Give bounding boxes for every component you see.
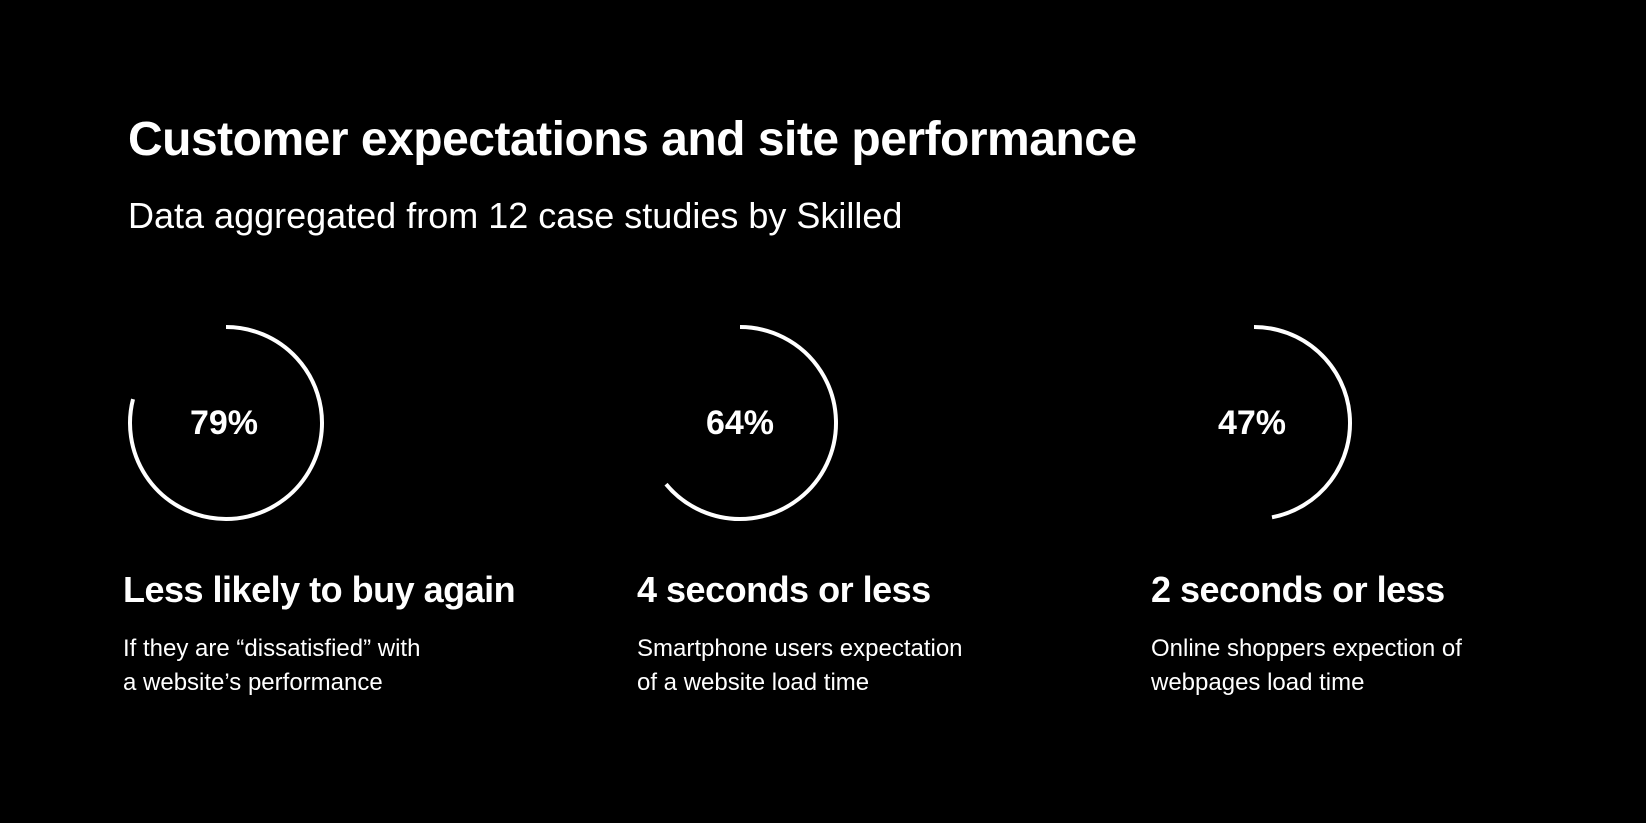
chart-title: Customer expectations and site performan… [128,113,1137,166]
percent-label: 64% [706,404,774,442]
stat-description: If they are “dissatisfied” with a websit… [123,632,523,700]
progress-arc [1253,325,1352,520]
progress-arc [128,325,324,521]
progress-arc [664,325,838,521]
stat-description: Smartphone users expectation of a websit… [637,632,1037,700]
stat-description-line: Online shoppers expection of [1151,635,1462,662]
stat-description-line: of a website load time [637,669,870,696]
stat-card-four-seconds: 64% 4 seconds or less Smartphone users e… [637,320,1107,696]
percent-label: 79% [190,404,258,442]
stat-description-line: If they are “dissatisfied” with [123,635,421,662]
stat-card-buy-again: 79% Less likely to buy again If they are… [123,320,593,696]
stat-description-line: webpages load time [1151,669,1365,696]
stat-card-two-seconds: 47% 2 seconds or less Online shoppers ex… [1151,320,1621,696]
stat-description-line: Smartphone users expectation [637,635,963,662]
stat-description: Online shoppers expection of webpages lo… [1151,632,1551,700]
stat-heading: 2 seconds or less [1151,569,1445,610]
progress-ring: 47% [1218,325,1352,520]
stat-heading: 4 seconds or less [637,569,931,610]
stat-heading: Less likely to buy again [123,569,516,610]
stat-description-line: a website’s performance [123,669,383,696]
chart-subtitle: Data aggregated from 12 case studies by … [128,195,903,236]
percent-label: 47% [1218,404,1286,442]
progress-ring: 64% [664,325,838,521]
progress-ring: 79% [128,325,324,521]
